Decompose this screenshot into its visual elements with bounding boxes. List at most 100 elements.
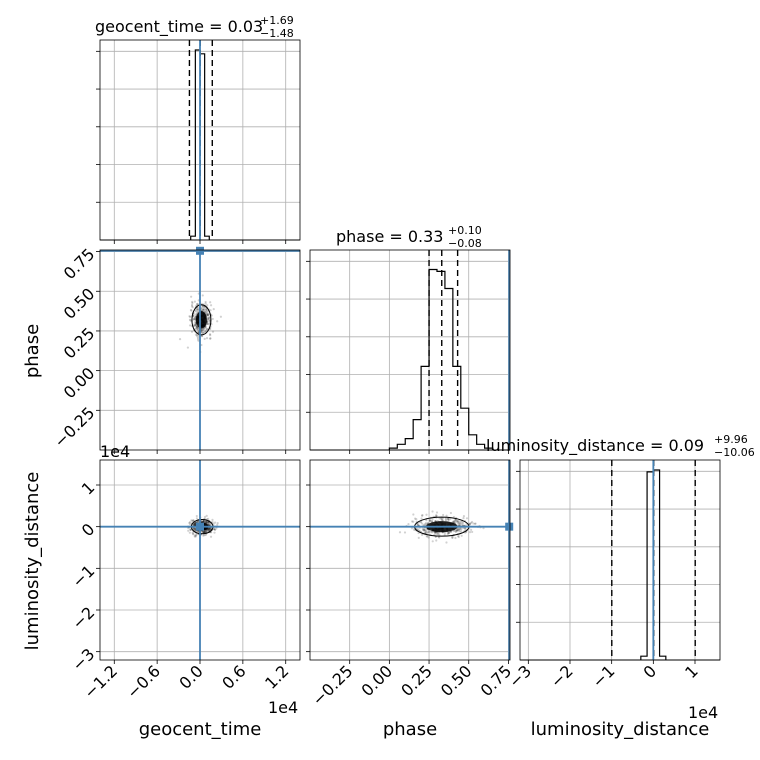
title-geocent-time-minus: −1.48 — [260, 27, 294, 40]
scatter-point — [437, 532, 440, 535]
scatter-point — [474, 522, 477, 525]
tick-label-x-phase: −0.25 — [308, 661, 356, 709]
scatter-point — [407, 523, 410, 526]
scatter-point — [209, 301, 212, 304]
scatter-point — [425, 519, 428, 522]
scatter-point — [192, 313, 195, 316]
scatter-point — [205, 309, 208, 312]
scatter-point — [421, 514, 424, 517]
scatter-point — [426, 522, 430, 525]
scatter-point — [203, 515, 207, 519]
scatter-point — [469, 521, 473, 525]
scatter-point — [412, 513, 415, 516]
tick-label-x-geocent_time: 0.6 — [218, 661, 249, 692]
scatter-point — [202, 519, 205, 523]
scatter-point — [462, 515, 466, 518]
scatter-point — [195, 324, 198, 327]
tick-label-y-phase: 0.00 — [60, 364, 99, 403]
scatter-point — [194, 310, 198, 313]
scatter-point — [191, 301, 194, 305]
panel-luminosity-distance-histogram: −3 −2 −1 0 1 — [505, 459, 721, 692]
scatter-point — [446, 531, 449, 534]
scatter-point — [195, 327, 198, 330]
scatter-point — [417, 528, 420, 531]
scatter-point — [425, 513, 428, 516]
offset-label-luminosity-distance-y: 1e4 — [100, 442, 130, 461]
panel-frame — [99, 39, 301, 241]
scatter-point — [215, 527, 218, 530]
scatter-point — [209, 304, 213, 307]
scatter-point — [202, 519, 205, 522]
scatter-point — [206, 310, 209, 313]
scatter-point — [453, 520, 456, 523]
scatter-point — [211, 521, 214, 524]
scatter-point — [204, 300, 207, 304]
scatter-point — [440, 517, 443, 521]
scatter-point — [194, 534, 198, 537]
scatter-point — [443, 531, 447, 534]
scatter-point — [412, 528, 416, 531]
panel-geocent-time-histogram — [96, 39, 301, 244]
scatter-point — [205, 521, 208, 524]
scatter-point — [193, 535, 196, 538]
panel-phase-vs-geocent-time: −0.250.000.250.500.75 — [50, 245, 301, 454]
title-luminosity-distance-plus: +9.96 — [714, 433, 748, 446]
scatter-point — [195, 334, 198, 337]
panel-phase-histogram — [306, 249, 511, 454]
scatter-point — [207, 313, 210, 316]
scatter-point — [421, 527, 424, 530]
scatter-point — [202, 520, 206, 524]
panel-frame — [309, 249, 511, 451]
title-geocent-time: geocent_time = 0.03 +1.69 −1.48 — [95, 14, 294, 40]
scatter-point — [201, 331, 204, 334]
scatter-point — [188, 315, 191, 318]
scatter-point — [188, 521, 191, 525]
scatter-point — [211, 518, 214, 522]
scatter-point — [206, 322, 209, 325]
scatter-point — [457, 529, 461, 532]
scatter-point — [213, 528, 217, 531]
tick-label-y-luminosity_distance: 0 — [78, 520, 99, 541]
scatter-point — [429, 530, 432, 533]
scatter-point — [189, 315, 192, 318]
scatter-point — [455, 529, 458, 532]
title-phase-text: phase = 0.33 — [336, 227, 443, 246]
scatter-point — [464, 527, 467, 530]
scatter-point — [421, 528, 425, 532]
scatter-point — [421, 522, 424, 525]
scatter-point — [192, 519, 195, 522]
title-phase-plus: +0.10 — [448, 224, 482, 237]
scatter-point — [424, 522, 428, 525]
scatter-point — [207, 316, 210, 319]
scatter-point — [455, 529, 458, 532]
scatter-point — [423, 529, 426, 532]
scatter-point — [438, 517, 441, 520]
scatter-point — [456, 527, 460, 530]
tick-label-x-luminosity_distance: −3 — [505, 661, 535, 691]
scatter-point — [447, 518, 450, 522]
scatter-point — [470, 520, 474, 524]
offset-label-geocent-time-x: 1e4 — [268, 698, 298, 717]
scatter-point — [203, 531, 206, 534]
scatter-point — [460, 534, 463, 537]
scatter-point — [193, 522, 196, 525]
scatter-point — [195, 514, 198, 518]
scatter-point — [190, 295, 193, 298]
scatter-point — [459, 527, 462, 530]
scatter-point — [209, 309, 212, 312]
scatter-point — [208, 527, 211, 530]
scatter-point — [449, 517, 452, 520]
scatter-point — [204, 326, 208, 329]
tick-label-y-luminosity_distance: −3 — [68, 645, 98, 675]
scatter-point — [424, 530, 428, 534]
scatter-point — [208, 523, 211, 527]
scatter-point — [425, 529, 428, 533]
scatter-point — [194, 535, 197, 538]
truth-marker — [196, 246, 204, 255]
scatter-point — [209, 337, 212, 340]
scatter-point — [435, 514, 438, 517]
scatter-point — [206, 521, 209, 524]
scatter-point — [442, 513, 445, 517]
panel-luminosity-distance-vs-geocent-time: −1.2 −0.6 0.0 0.6 1.2−3−2−101 — [68, 459, 301, 702]
scatter-point — [194, 527, 197, 530]
